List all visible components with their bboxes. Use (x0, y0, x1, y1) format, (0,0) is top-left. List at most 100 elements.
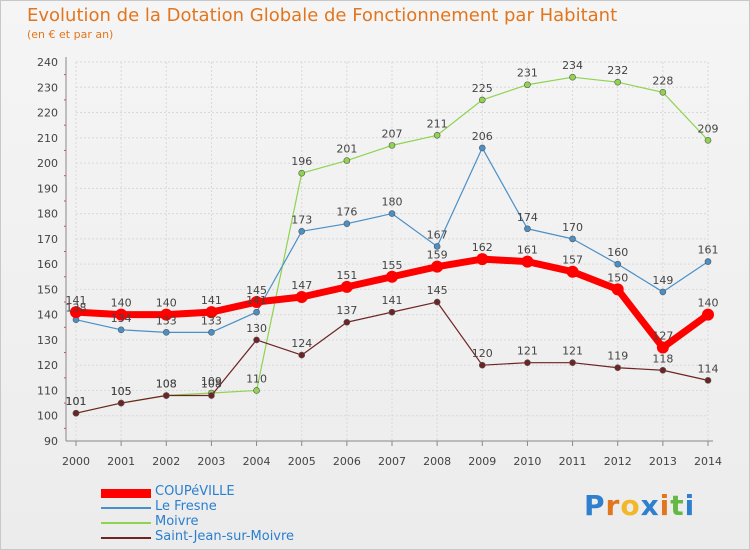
x-tick-label: 2008 (423, 455, 451, 468)
proxiti-logo: Proxiti (584, 489, 696, 522)
data-label: 110 (246, 372, 267, 385)
data-label: 108 (156, 378, 177, 391)
data-label: 133 (156, 314, 177, 327)
data-point (343, 318, 351, 326)
data-point (388, 308, 396, 316)
data-point (433, 131, 441, 139)
x-tick-label: 2010 (513, 455, 541, 468)
data-point (70, 306, 82, 319)
data-point (208, 329, 215, 336)
data-point (524, 81, 531, 89)
line-chart: 90 100 110 120 130 140 150 160 170 180 190 200 210 22… (37, 56, 722, 468)
data-label: 133 (201, 314, 222, 327)
data-point (704, 137, 712, 144)
data-label: 119 (607, 350, 628, 363)
data-point (115, 308, 128, 321)
x-tick-label: 2007 (378, 455, 406, 468)
data-point (478, 96, 486, 104)
data-point (614, 78, 622, 86)
data-point (433, 298, 441, 306)
chart-title: Evolution de la Dotation Globale de Fonc… (27, 5, 618, 26)
data-point (340, 280, 353, 293)
data-label: 145 (427, 284, 448, 297)
x-tick-label: 2003 (197, 455, 225, 468)
data-point (476, 253, 489, 266)
data-point (72, 409, 80, 417)
data-label: 140 (111, 297, 132, 310)
data-point (253, 308, 260, 316)
legend-label: Saint-Jean-sur-Moivre (155, 529, 295, 544)
data-point (478, 361, 486, 369)
data-label: 105 (111, 385, 132, 398)
data-point (205, 306, 218, 319)
data-label: 232 (607, 64, 628, 77)
data-label: 140 (156, 297, 177, 310)
data-point (569, 359, 576, 366)
data-point (614, 364, 622, 372)
data-point (250, 296, 263, 309)
y-tick-label: 100 (37, 410, 58, 423)
data-label: 101 (66, 395, 87, 408)
data-point (160, 308, 173, 321)
x-tick-label: 2006 (333, 455, 361, 468)
y-tick-label: 130 (37, 334, 58, 347)
grid (75, 61, 709, 442)
data-label: 114 (698, 362, 719, 375)
data-point (702, 308, 714, 321)
y-tick-label: 90 (44, 435, 58, 448)
y-tick-label: 120 (37, 359, 58, 372)
data-label: 141 (382, 294, 403, 307)
data-point (524, 225, 531, 233)
data-point (388, 142, 396, 149)
data-label: 137 (336, 304, 357, 317)
data-label: 225 (472, 82, 493, 95)
data-point (162, 329, 170, 336)
data-label: 118 (652, 352, 673, 365)
data-label: 201 (336, 143, 357, 156)
data-point (162, 392, 170, 399)
data-point (569, 73, 576, 81)
data-label: 180 (382, 196, 403, 209)
data-point (388, 210, 396, 217)
data-label: 141 (246, 294, 267, 307)
data-point (659, 89, 667, 96)
data-label: 130 (246, 322, 267, 335)
data-point (611, 283, 624, 296)
data-label: 108 (156, 378, 177, 391)
data-point (656, 341, 669, 354)
y-tick-label: 230 (37, 81, 58, 94)
data-label: 167 (427, 228, 448, 241)
legend-swatch (101, 522, 151, 524)
data-label: 141 (201, 294, 222, 307)
data-label: 127 (652, 330, 673, 343)
data-label: 211 (427, 117, 448, 130)
data-label: 228 (652, 74, 673, 87)
data-label: 108 (201, 378, 222, 391)
data-label: 209 (698, 122, 719, 135)
y-tick-label: 170 (37, 233, 58, 246)
data-point (659, 288, 667, 296)
data-label: 105 (111, 385, 132, 398)
data-label: 155 (382, 259, 403, 272)
x-tick-label: 2009 (468, 455, 496, 468)
data-label: 124 (291, 337, 312, 350)
legend-swatch (101, 537, 151, 539)
x-tick-label: 2012 (604, 455, 632, 468)
data-label: 196 (291, 155, 312, 168)
y-tick-label: 150 (37, 283, 58, 296)
data-point (295, 290, 308, 303)
chart-subtitle: (en € et par an) (27, 28, 114, 41)
data-label: 149 (652, 274, 673, 287)
y-tick-label: 210 (37, 132, 58, 145)
data-label: 170 (562, 221, 583, 234)
data-point (704, 258, 712, 265)
legend-label: Moivre (155, 514, 199, 529)
data-label: 145 (246, 284, 267, 297)
data-point (521, 255, 534, 268)
data-label: 234 (562, 59, 583, 72)
data-point (386, 270, 398, 283)
x-tick-label: 2005 (288, 455, 316, 468)
series (70, 73, 714, 417)
data-point (343, 157, 351, 164)
